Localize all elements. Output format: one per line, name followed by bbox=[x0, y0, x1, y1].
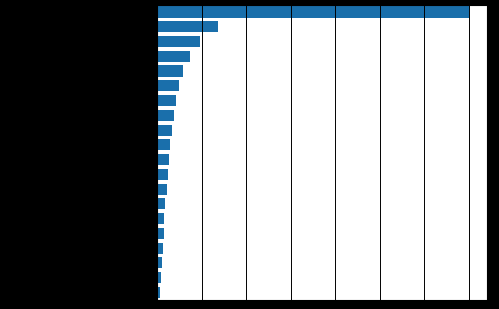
Bar bbox=[157, 36, 200, 47]
Bar bbox=[157, 51, 190, 62]
Bar bbox=[157, 66, 183, 77]
Bar bbox=[157, 110, 174, 121]
Bar bbox=[157, 95, 176, 106]
Bar bbox=[157, 154, 169, 165]
Bar bbox=[157, 198, 166, 210]
Bar bbox=[157, 272, 161, 283]
Bar bbox=[157, 80, 179, 91]
Bar bbox=[157, 6, 469, 18]
Bar bbox=[157, 139, 170, 150]
Bar bbox=[157, 21, 218, 32]
Bar bbox=[157, 287, 160, 298]
Bar bbox=[157, 228, 164, 239]
Bar bbox=[157, 257, 162, 269]
Bar bbox=[157, 243, 163, 254]
Bar bbox=[157, 213, 165, 224]
Bar bbox=[157, 169, 168, 180]
Bar bbox=[157, 184, 167, 195]
Bar bbox=[157, 125, 172, 136]
